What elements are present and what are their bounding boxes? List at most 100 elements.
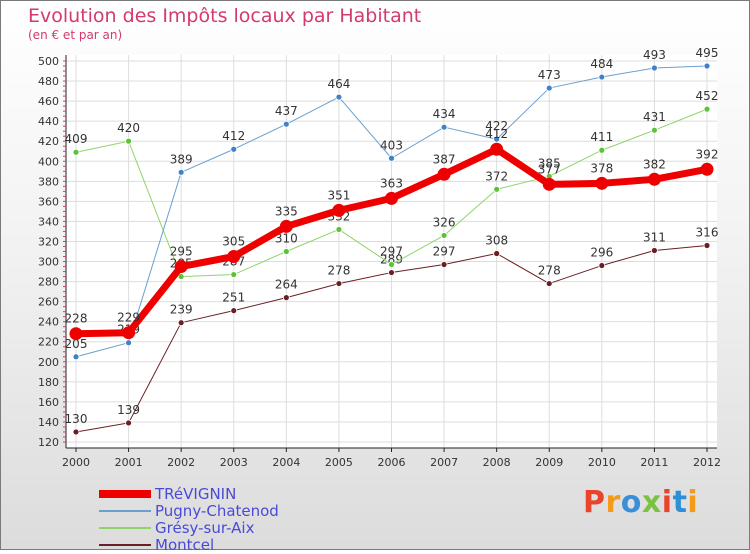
brand-letter: i — [661, 485, 673, 520]
data-point-tr-vignin — [595, 176, 609, 190]
data-label-montcel: 296 — [590, 246, 613, 260]
data-point-pugny-chatenod — [651, 64, 658, 72]
x-tick-label: 2007 — [430, 456, 458, 469]
data-label-montcel: 239 — [170, 303, 193, 317]
data-point-pugny-chatenod — [282, 120, 290, 128]
chart-subtitle: (en € et par an) — [28, 28, 123, 42]
x-tick-label: 2012 — [693, 456, 721, 469]
y-tick-label: 320 — [38, 235, 59, 248]
data-point-pugny-chatenod — [335, 93, 343, 101]
data-point-pugny-chatenod — [440, 123, 448, 131]
data-point-montcel — [125, 419, 132, 427]
y-tick-label: 480 — [38, 75, 59, 88]
data-point-gr-sy-sur-aix — [177, 273, 185, 280]
data-point-gr-sy-sur-aix — [651, 126, 658, 134]
legend-item: Grésy-sur-Aix — [99, 520, 254, 536]
legend-label: TRéVIGNIN — [155, 485, 237, 503]
y-tick-label: 400 — [38, 155, 59, 168]
data-label-gr-sy-sur-aix: 310 — [275, 232, 298, 246]
legend-swatch — [99, 510, 151, 512]
data-point-montcel — [440, 261, 448, 268]
x-tick-label: 2003 — [220, 456, 248, 469]
y-tick-label: 460 — [38, 95, 59, 108]
data-point-pugny-chatenod — [545, 84, 553, 92]
y-tick-label: 500 — [38, 55, 59, 68]
y-tick-label: 440 — [38, 115, 59, 128]
y-tick-label: 280 — [38, 276, 59, 289]
y-tick-label: 160 — [38, 396, 59, 409]
chart-title: Evolution des Impôts locaux par Habitant — [28, 5, 422, 27]
y-tick-label: 240 — [38, 316, 59, 329]
data-label-pugny-chatenod: 493 — [643, 48, 666, 62]
data-point-tr-vignin — [385, 191, 398, 205]
brand-letter: i — [687, 485, 699, 520]
data-point-pugny-chatenod — [703, 62, 711, 70]
data-label-montcel: 316 — [696, 225, 719, 239]
data-label-pugny-chatenod: 437 — [275, 104, 298, 118]
data-point-pugny-chatenod — [72, 353, 80, 361]
legend-label: Grésy-sur-Aix — [155, 519, 255, 537]
data-point-pugny-chatenod — [230, 145, 238, 153]
x-tick-label: 2009 — [535, 456, 563, 469]
data-label-gr-sy-sur-aix: 326 — [433, 215, 456, 229]
data-point-tr-vignin — [542, 177, 556, 191]
data-label-tr-vignin: 228 — [65, 312, 88, 326]
y-tick-label: 300 — [38, 256, 59, 269]
data-point-pugny-chatenod — [125, 339, 132, 347]
data-label-tr-vignin: 412 — [485, 127, 508, 141]
data-label-montcel: 139 — [117, 403, 140, 417]
y-tick-label: 340 — [38, 215, 59, 228]
data-label-gr-sy-sur-aix: 411 — [590, 130, 613, 144]
x-tick-label: 2006 — [378, 456, 406, 469]
y-tick-label: 260 — [38, 296, 59, 309]
data-point-pugny-chatenod — [388, 154, 395, 162]
y-tick-label: 120 — [38, 436, 59, 449]
data-point-gr-sy-sur-aix — [282, 248, 290, 255]
legend-swatch — [99, 527, 151, 529]
data-label-tr-vignin: 377 — [538, 162, 561, 176]
legend-item: Pugny-Chatenod — [99, 503, 279, 519]
data-label-montcel: 130 — [65, 412, 88, 426]
x-tick-label: 2005 — [325, 456, 353, 469]
data-point-montcel — [282, 294, 290, 302]
x-tick-label: 2004 — [272, 456, 300, 469]
data-point-tr-vignin — [122, 326, 136, 340]
data-label-tr-vignin: 392 — [696, 147, 719, 161]
data-point-gr-sy-sur-aix — [72, 148, 80, 156]
y-tick-label: 140 — [38, 416, 59, 429]
y-tick-label: 200 — [38, 356, 59, 369]
data-label-pugny-chatenod: 412 — [222, 129, 245, 143]
data-label-tr-vignin: 305 — [222, 235, 245, 249]
data-label-montcel: 289 — [380, 253, 403, 267]
data-label-gr-sy-sur-aix: 431 — [643, 110, 666, 124]
legend-label: Montcel — [155, 536, 215, 554]
y-tick-label: 360 — [38, 195, 59, 208]
brand-letter: x — [641, 485, 662, 520]
data-label-tr-vignin: 295 — [170, 245, 193, 259]
data-label-tr-vignin: 229 — [117, 311, 140, 325]
data-label-tr-vignin: 351 — [327, 188, 350, 202]
data-point-gr-sy-sur-aix — [335, 226, 343, 233]
data-point-gr-sy-sur-aix — [493, 185, 501, 193]
data-point-montcel — [388, 269, 395, 276]
data-point-pugny-chatenod — [598, 73, 606, 81]
data-point-montcel — [230, 307, 238, 315]
y-tick-label: 420 — [38, 135, 59, 148]
legend-swatch — [99, 490, 151, 498]
data-point-gr-sy-sur-aix — [598, 146, 606, 154]
data-point-pugny-chatenod — [177, 168, 185, 176]
data-label-pugny-chatenod: 434 — [433, 107, 456, 121]
legend-swatch — [99, 544, 151, 546]
data-point-tr-vignin — [69, 327, 83, 341]
data-label-gr-sy-sur-aix: 372 — [485, 169, 508, 183]
x-tick-label: 2001 — [115, 456, 143, 469]
brand-logo: Proxiti — [583, 485, 698, 520]
data-label-tr-vignin: 335 — [275, 204, 298, 218]
data-point-gr-sy-sur-aix — [440, 232, 448, 239]
data-label-gr-sy-sur-aix: 297 — [380, 245, 403, 259]
y-tick-label: 180 — [38, 376, 59, 389]
data-point-gr-sy-sur-aix — [125, 137, 132, 145]
data-point-gr-sy-sur-aix — [703, 105, 711, 113]
x-tick-label: 2000 — [62, 456, 90, 469]
